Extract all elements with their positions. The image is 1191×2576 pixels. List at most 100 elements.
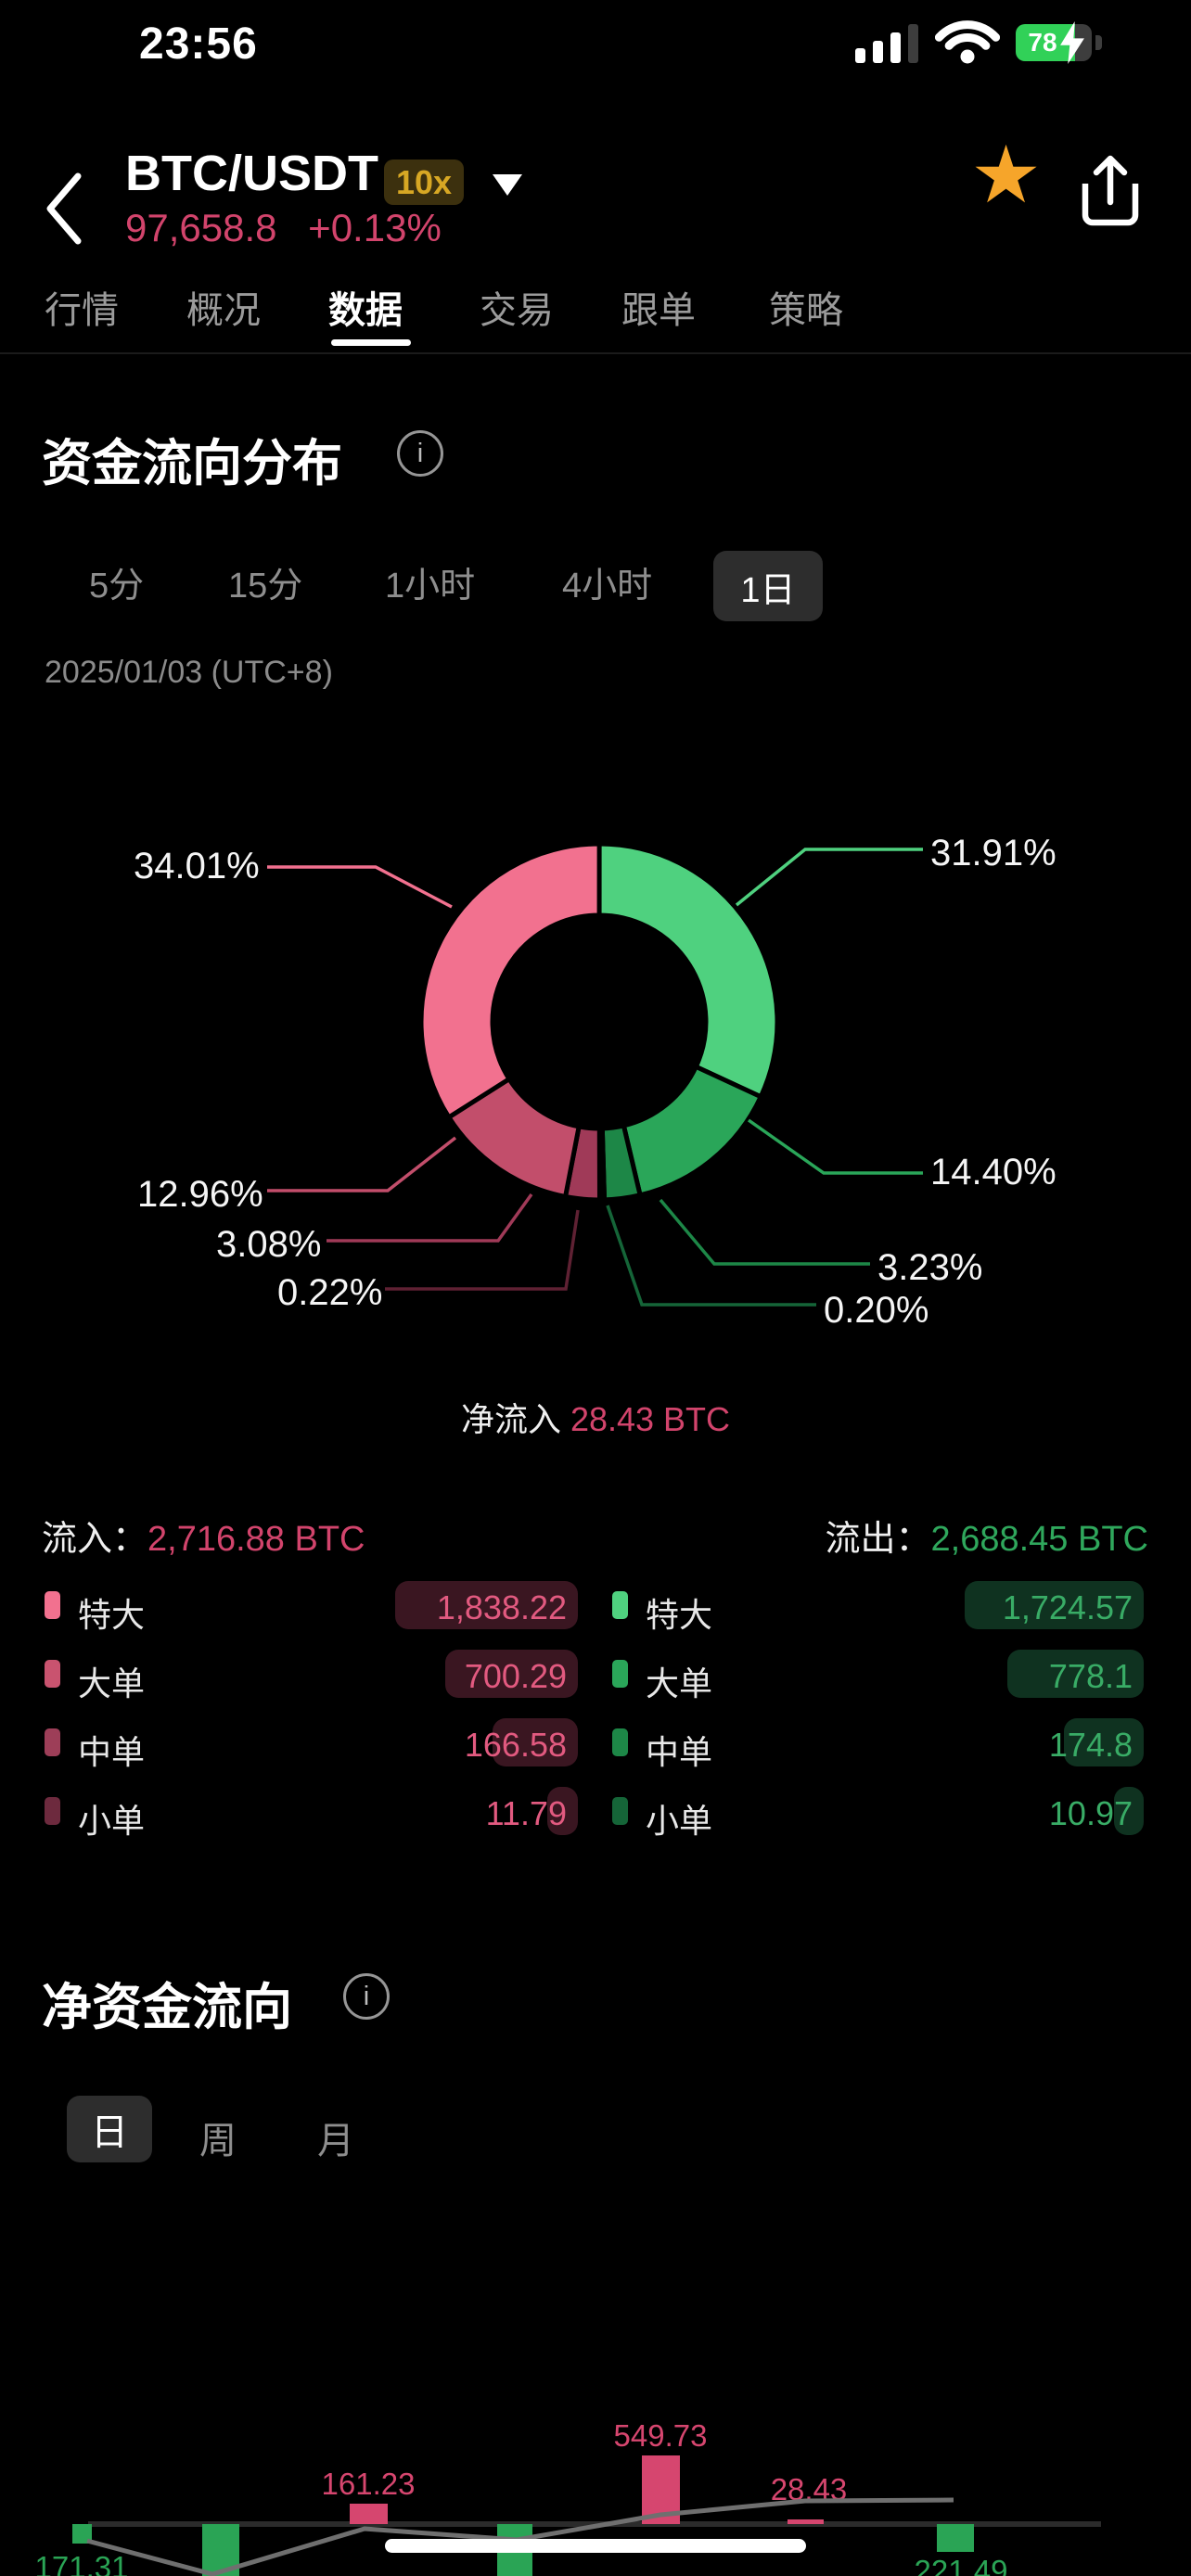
flow-bar-label: 171.31: [35, 2550, 129, 2576]
inflow-value: 2,716.88 BTC: [147, 1520, 365, 1559]
price-row: 97,658.8 +0.13%: [125, 206, 442, 250]
row-value: 166.58: [464, 1726, 567, 1764]
share-icon[interactable]: [1074, 152, 1146, 230]
signal-bar: [855, 48, 865, 63]
bullet-right-中单: [612, 1728, 628, 1756]
bullet-right-大单: [612, 1660, 628, 1688]
inflow-label: 流入：: [42, 1520, 148, 1559]
nav-tab-6[interactable]: 策略: [769, 290, 843, 331]
outflow-label: 流出：: [825, 1520, 931, 1559]
donut-label-流入-小单: 0.22%: [277, 1272, 383, 1313]
period-tab-日[interactable]: 日: [67, 2096, 152, 2162]
time-tab-active[interactable]: 1日: [713, 551, 823, 621]
outflow-value: 2,688.45 BTC: [930, 1520, 1148, 1559]
donut-label-流入-大单: 12.96%: [137, 1174, 263, 1215]
value-bar: [1114, 1787, 1144, 1835]
bullet-left-小单: [45, 1797, 60, 1825]
active-tab-underline: [331, 339, 411, 346]
row-label: 特大: [78, 1596, 146, 1634]
leader-line: [267, 865, 453, 909]
nav-tab-4[interactable]: 交易: [480, 290, 554, 331]
donut-label-流入-中单: 3.08%: [216, 1224, 322, 1265]
row-value: 174.8: [1048, 1726, 1133, 1764]
donut-segment-流出-大单[interactable]: [621, 1064, 764, 1198]
bullet-right-小单: [612, 1797, 628, 1825]
leader-line: [747, 1118, 923, 1175]
nav-tab-1[interactable]: 行情: [45, 290, 119, 331]
leader-line: [735, 848, 923, 907]
flow-bar-3: [350, 2504, 388, 2524]
row-value: 11.79: [485, 1794, 567, 1832]
leader-line: [267, 1136, 457, 1192]
inflow-total: 流入：2,716.88 BTC: [42, 1510, 365, 1561]
back-button[interactable]: [37, 169, 93, 249]
value-bar: [965, 1581, 1144, 1629]
info-icon[interactable]: i: [397, 430, 443, 477]
signal-strength-icon: [855, 24, 918, 63]
donut-label-流出-大单: 14.40%: [930, 1152, 1057, 1192]
time-tab-4[interactable]: 4小时: [562, 567, 653, 606]
price-change-percent: +0.13%: [308, 206, 442, 249]
value-bar: [395, 1581, 578, 1629]
time-tab-2[interactable]: 15分: [228, 567, 303, 606]
row-label: 特大: [646, 1596, 713, 1634]
row-label: 大单: [78, 1664, 146, 1702]
donut-label-流出-特大: 31.91%: [930, 833, 1057, 874]
row-label: 中单: [646, 1733, 713, 1771]
leader-line: [659, 1198, 870, 1266]
flow-bar-6: [788, 2519, 824, 2524]
donut-segment-流出-特大[interactable]: [596, 841, 780, 1101]
bullet-left-特大: [45, 1591, 60, 1619]
net-inflow-value: 28.43 BTC: [570, 1400, 731, 1438]
bullet-right-特大: [612, 1591, 628, 1619]
chevron-down-icon[interactable]: [493, 174, 522, 196]
row-label: 中单: [78, 1733, 146, 1771]
donut-label-流出-中单: 3.23%: [877, 1247, 983, 1288]
signal-bar: [908, 24, 918, 63]
value-bar: [1007, 1650, 1144, 1698]
bullet-left-中单: [45, 1728, 60, 1756]
flow-bar-label: 221.49: [915, 2554, 1008, 2576]
nav-tab-5[interactable]: 跟单: [621, 290, 696, 331]
donut-label-流入-特大: 34.01%: [134, 846, 260, 886]
row-label: 小单: [646, 1802, 713, 1840]
last-price: 97,658.8: [125, 206, 277, 249]
leader-line: [606, 1205, 816, 1307]
value-bar: [547, 1787, 578, 1835]
value-bar: [445, 1650, 578, 1698]
battery-icon: 78: [1016, 21, 1102, 64]
info-icon[interactable]: i: [343, 1973, 390, 2020]
donut-segment-流入-特大[interactable]: [418, 841, 602, 1121]
favorite-star-icon[interactable]: ★: [970, 131, 1043, 220]
donut-label-流出-小单: 0.20%: [824, 1290, 929, 1331]
signal-bar: [890, 32, 901, 63]
nav-tab-2[interactable]: 概况: [186, 290, 261, 331]
row-value: 778.1: [1048, 1657, 1133, 1695]
date-label: 2025/01/03 (UTC+8): [45, 655, 333, 690]
flow-bar-7: [937, 2524, 974, 2552]
pair-title[interactable]: BTC/USDT: [125, 146, 378, 201]
row-value: 10.97: [1048, 1794, 1133, 1832]
divider: [0, 352, 1191, 354]
row-value: 1,724.57: [1002, 1588, 1133, 1626]
time-tab-3[interactable]: 1小时: [385, 567, 476, 606]
nav-tab-3[interactable]: 数据: [328, 290, 403, 331]
leader-line: [385, 1209, 580, 1291]
period-tab-月[interactable]: 月: [317, 2121, 354, 2162]
row-label: 小单: [78, 1802, 146, 1840]
leverage-badge: 10x: [384, 159, 464, 205]
wifi-icon: [935, 20, 1000, 64]
fund-flow-donut-chart: 31.91% 14.40% 3.23% 0.20% 0.22% 3.08% 12.96% 34…: [0, 788, 1191, 1345]
section-title-net-flow: 净资金流向: [42, 1980, 292, 2035]
period-tab-周[interactable]: 周: [199, 2121, 237, 2162]
row-value: 1,838.22: [436, 1588, 567, 1626]
net-inflow-label: 净流入: [460, 1400, 570, 1438]
value-bar: [493, 1718, 578, 1766]
battery-percent: 78: [1028, 28, 1057, 57]
flow-bar-label: 161.23: [322, 2467, 416, 2501]
time-tab-1[interactable]: 5分: [89, 567, 145, 606]
net-inflow-line: 净流入 28.43 BTC: [0, 1393, 1191, 1441]
home-indicator[interactable]: [385, 2539, 806, 2553]
flow-bar-label: 549.73: [614, 2418, 708, 2453]
flow-bar-1: [72, 2524, 92, 2544]
